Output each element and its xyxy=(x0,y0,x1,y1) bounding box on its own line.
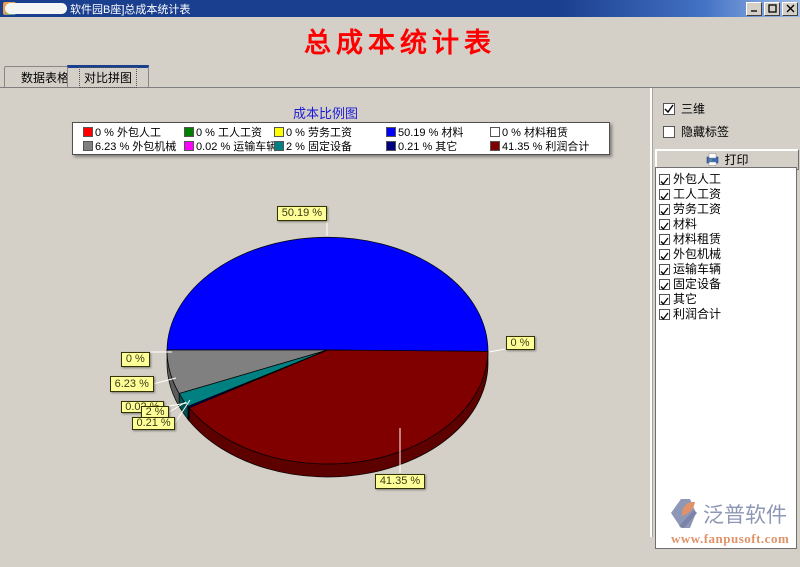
svg-text:泛普软件: 泛普软件 xyxy=(703,504,787,527)
